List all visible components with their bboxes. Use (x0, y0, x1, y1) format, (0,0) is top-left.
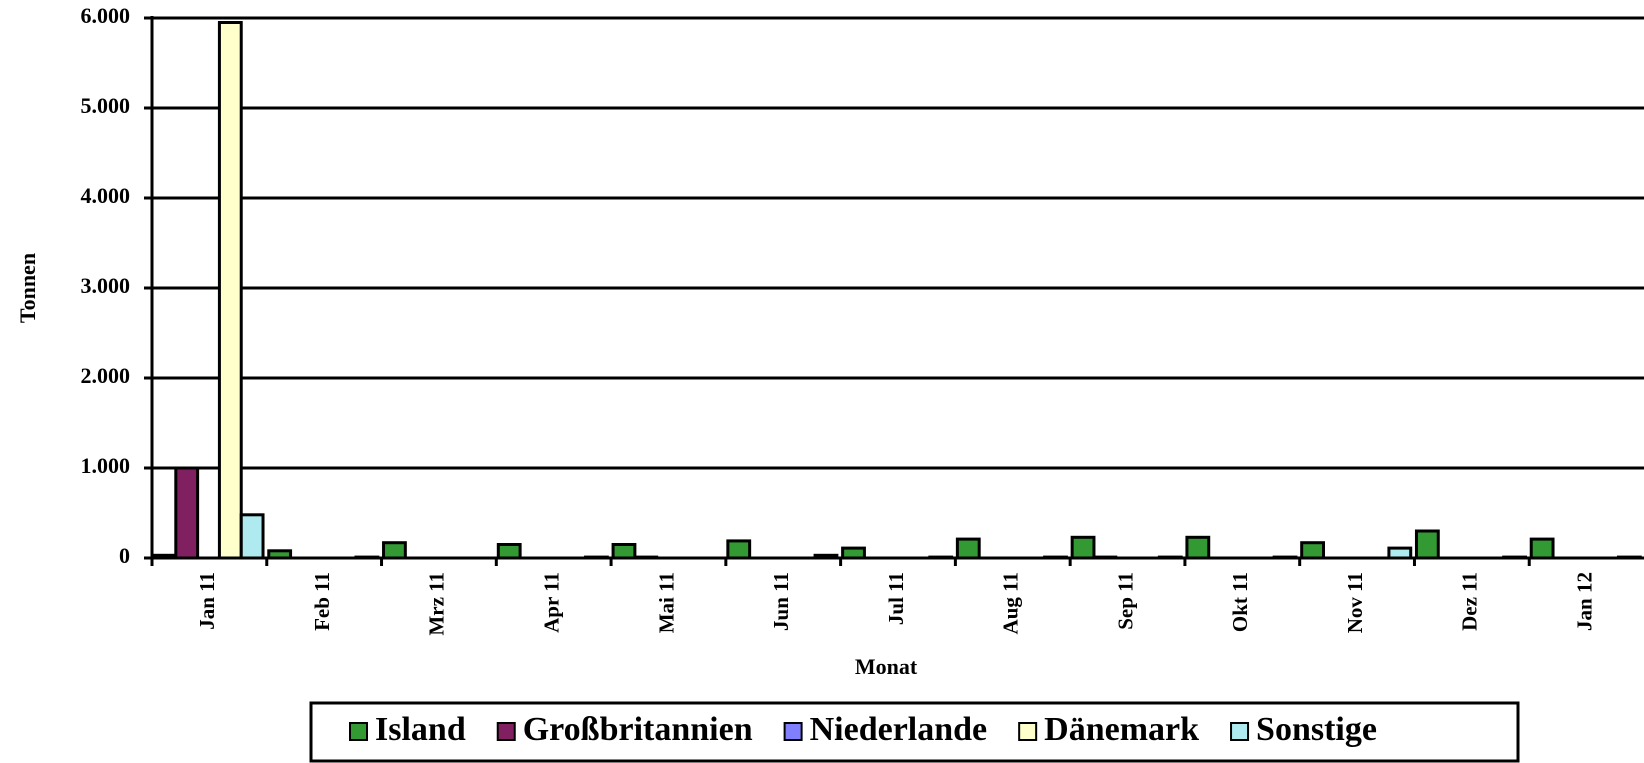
bar (239, 513, 265, 560)
legend-label: Großbritannien (523, 711, 753, 748)
y-tick-label: 1.000 (81, 453, 131, 478)
bar (726, 539, 752, 560)
legend-label: Niederlande (810, 711, 988, 748)
y-axis-title: Tonnen (15, 253, 40, 323)
bar (1529, 537, 1555, 560)
bar (955, 537, 981, 560)
legend-label: Sonstige (1256, 711, 1377, 748)
x-tick-label: Jun 11 (769, 572, 793, 631)
bar (611, 543, 637, 560)
bar (1414, 529, 1440, 560)
bar (217, 21, 243, 560)
legend-label: Island (375, 711, 466, 748)
bar (382, 541, 407, 560)
y-tick-label: 0 (119, 543, 130, 568)
y-tick-label: 2.000 (81, 363, 131, 388)
x-tick-label: Nov 11 (1343, 572, 1367, 633)
x-tick-label: Sep 11 (1113, 572, 1137, 630)
legend-swatch (783, 722, 803, 741)
legend-swatch (1018, 722, 1038, 741)
x-tick-label: Jul 11 (884, 572, 908, 625)
y-tick-label: 4.000 (81, 183, 131, 208)
x-tick-label: Jan 11 (195, 572, 219, 630)
legend-swatch (349, 722, 368, 741)
x-tick-label: Dez 11 (1458, 572, 1482, 631)
bar (1300, 541, 1325, 560)
x-tick-label: Feb 11 (310, 572, 334, 631)
x-tick-label: Okt 11 (1228, 572, 1252, 632)
y-tick-label: 5.000 (81, 93, 131, 118)
bar (1185, 535, 1211, 560)
x-tick-label: Mrz 11 (425, 572, 449, 636)
legend-swatch (1230, 722, 1250, 741)
legend-swatch (496, 722, 516, 741)
x-tick-label: Jan 12 (1572, 572, 1596, 631)
y-tick-label: 3.000 (81, 273, 131, 298)
bar (496, 543, 522, 560)
bar (1070, 535, 1096, 560)
y-tick-label: 6.000 (81, 3, 131, 28)
x-tick-label: Apr 11 (540, 572, 564, 633)
x-tick-label: Aug 11 (999, 572, 1023, 634)
x-axis-title: Monat (855, 654, 918, 679)
legend-label: Dänemark (1044, 711, 1199, 748)
bar (174, 466, 200, 560)
x-tick-label: Mai 11 (654, 572, 678, 633)
